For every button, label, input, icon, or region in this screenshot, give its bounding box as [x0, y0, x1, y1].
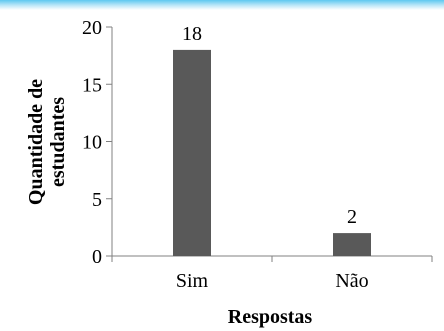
top-decoration-band [0, 0, 444, 10]
x-axis-title: Respostas [228, 306, 313, 328]
y-tick-label-4: 20 [82, 17, 102, 39]
y-axis-title-line-1: Quantidade de [25, 79, 47, 205]
x-tick-label-0: Sim [176, 270, 209, 292]
y-axis-title-line-2: estudantes [47, 97, 69, 187]
y-tick-label-2: 10 [82, 132, 102, 154]
y-tick-label-0: 0 [92, 246, 102, 268]
x-tick-label-1: Não [335, 270, 368, 292]
data-label-1: 2 [347, 206, 357, 228]
plot-area: 0 5 10 15 20 18 Sim 2 Não [82, 17, 433, 292]
data-label-0: 18 [182, 23, 202, 45]
y-tick-label-1: 5 [92, 189, 102, 211]
y-tick-label-3: 15 [82, 74, 102, 96]
bar-1 [333, 233, 371, 256]
y-axis-title: Quantidade de estudantes [25, 79, 69, 205]
bar-0 [173, 49, 211, 257]
